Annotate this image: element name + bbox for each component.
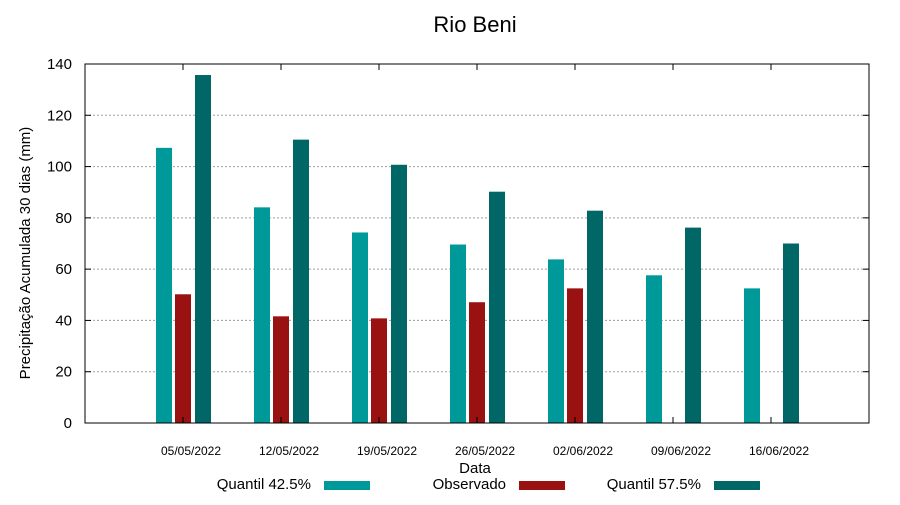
y-tick-label: 80 [55, 210, 72, 227]
bar [646, 275, 662, 423]
legend: Quantil 42.5% Observado Quantil 57.5% [217, 476, 760, 493]
bar [450, 244, 466, 423]
y-tick-label: 140 [47, 56, 72, 73]
bar [567, 288, 583, 423]
legend-swatch [324, 481, 370, 490]
y-tick-label: 20 [55, 364, 72, 381]
x-axis-label: Data [459, 460, 491, 477]
bar [744, 288, 760, 423]
y-tick-label: 120 [47, 107, 72, 124]
x-tick-label: 16/06/2022 [749, 444, 809, 458]
x-tick-label: 12/05/2022 [259, 444, 319, 458]
bar [273, 316, 289, 423]
legend-label: Quantil 57.5% [607, 476, 701, 493]
legend-swatch [714, 481, 760, 490]
bar [685, 227, 701, 423]
legend-label: Observado [433, 476, 506, 493]
legend-swatch [519, 481, 565, 490]
bar [371, 318, 387, 423]
bar [352, 232, 368, 423]
y-tick-label: 0 [64, 415, 72, 432]
x-tick-label: 02/06/2022 [553, 444, 613, 458]
bar [469, 302, 485, 423]
y-axis-label: Precipitação Acumulada 30 dias (mm) [17, 127, 34, 380]
y-tick-label: 100 [47, 159, 72, 176]
bar [489, 191, 505, 423]
bar [548, 259, 564, 423]
x-tick-label: 19/05/2022 [357, 444, 417, 458]
y-tick-label: 60 [55, 261, 72, 278]
x-tick-label: 09/06/2022 [651, 444, 711, 458]
bar [391, 164, 407, 423]
bar [783, 243, 799, 423]
legend-label: Quantil 42.5% [217, 476, 311, 493]
x-tick-label: 05/05/2022 [161, 444, 221, 458]
x-tick-label: 26/05/2022 [455, 444, 515, 458]
bar [156, 147, 172, 423]
y-tick-label: 40 [55, 312, 72, 329]
chart-title: Rio Beni [433, 12, 516, 37]
bar [587, 210, 603, 423]
bar [293, 139, 309, 423]
bar [175, 294, 191, 423]
bar [195, 75, 211, 423]
bar [254, 207, 270, 423]
